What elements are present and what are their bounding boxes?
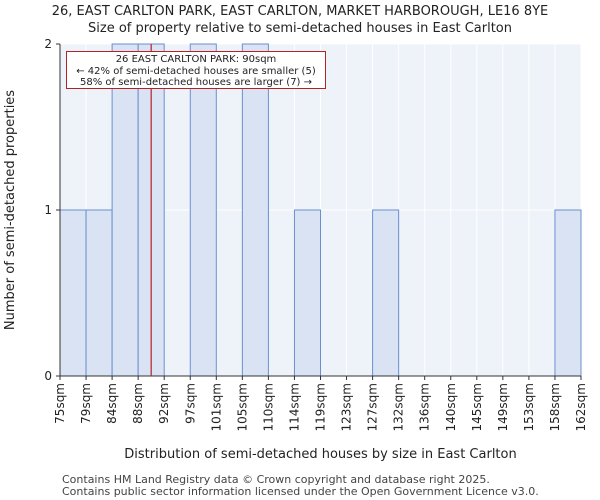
y-tick-label: 1 [44,203,52,217]
x-tick-label: 127sqm [366,383,380,431]
bar [293,209,322,377]
x-tick-label: 88sqm [131,383,145,424]
annotation-line-3: 58% of semi-detached houses are larger (… [79,77,313,88]
y-tick-label: 2 [44,37,52,51]
x-tick-label: 101sqm [209,383,223,431]
y-tick-label: 0 [44,369,52,383]
x-tick-label: 136sqm [418,383,432,431]
x-axis-label: Distribution of semi-detached houses by … [124,447,516,462]
footer-copyright: Contains HM Land Registry data © Crown c… [62,473,490,486]
y-axis-label: Number of semi-detached properties [3,90,18,330]
x-tick-label: 140sqm [444,383,458,431]
x-tick-label: 75sqm [53,383,67,424]
chart-title: 26, EAST CARLTON PARK, EAST CARLTON, MAR… [51,4,549,19]
x-tick-label: 162sqm [574,383,588,431]
x-tick-label: 92sqm [157,383,171,424]
x-tick-label: 145sqm [470,383,484,431]
x-tick-label: 123sqm [340,383,354,431]
bar [111,43,139,377]
property-annotation-box: 26 EAST CARLTON PARK: 90sqm ← 42% of sem… [66,51,326,89]
footer-licence: Contains public sector information licen… [62,485,539,498]
chart-subtitle: Size of property relative to semi-detach… [88,21,512,36]
annotation-line-2: ← 42% of semi-detached houses are smalle… [76,65,316,77]
x-tick-label: 149sqm [496,383,510,431]
bar [59,209,87,377]
x-tick-label: 153sqm [522,383,536,431]
x-tick-label: 79sqm [79,383,93,424]
x-tick-label: 97sqm [183,383,197,424]
bar [554,209,582,377]
x-tick-label: 114sqm [287,383,301,431]
bar [241,43,269,377]
x-tick-label: 119sqm [314,383,328,431]
bar [372,209,400,377]
bar [189,43,217,377]
x-tick-label: 158sqm [548,383,562,431]
annotation-line-1: 26 EAST CARLTON PARK: 90sqm [115,54,277,65]
x-tick-label: 105sqm [235,383,249,431]
bar [85,209,113,377]
x-tick-label: 132sqm [392,383,406,431]
x-tick-label: 84sqm [105,383,119,424]
x-tick-label: 110sqm [261,383,275,431]
